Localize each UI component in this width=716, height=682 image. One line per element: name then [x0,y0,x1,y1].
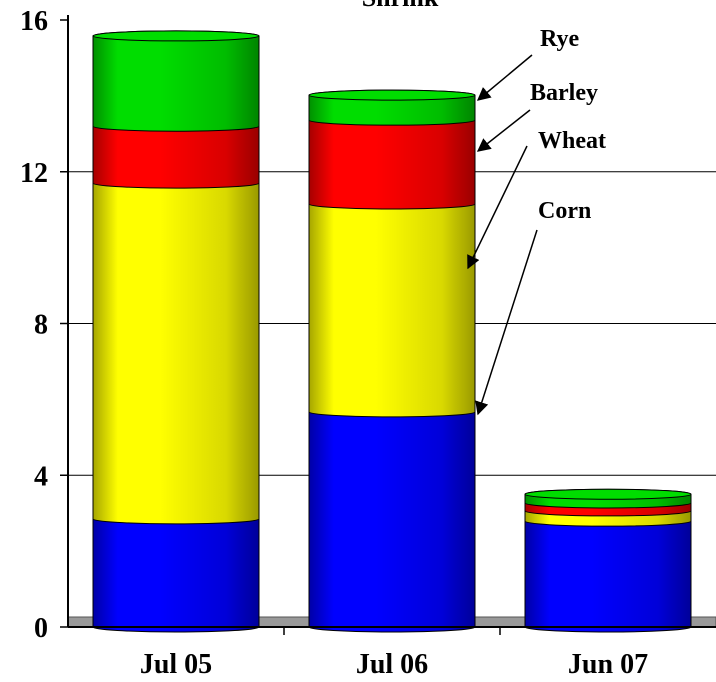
bar-shading [93,30,259,132]
bar-top [92,30,260,42]
arrow [476,54,533,101]
x-tick-label: Jul 06 [356,649,428,680]
x-tick-label: Jun 07 [568,649,648,680]
bar-top [524,488,692,500]
x-tick-label: Jul 05 [140,649,212,680]
bar-top [308,89,476,101]
bar-shading [309,198,475,417]
annotation: Rye [540,26,579,52]
plot-area: 0 4 8 12 16 Jul 05 Jul 06 Jun 07 [20,6,716,680]
y-tick-label: 0 [34,613,48,644]
arrow [475,229,538,416]
annotation: Barley [530,80,598,106]
bar-shading [93,178,259,524]
arrow [467,145,528,270]
annotation: Corn [538,198,591,224]
y-tick-label: 4 [34,461,48,492]
annotation: Wheat [538,128,606,154]
y-tick-label: 16 [20,6,48,37]
bar-shading [525,516,691,632]
bar-shading [93,121,259,189]
annotations [467,54,538,416]
bar-shading [93,513,259,632]
bar-shading [309,115,475,209]
bar-shading [309,406,475,632]
chart-title: Shrink [362,0,439,12]
y-tick-label: 8 [34,310,48,341]
y-tick-label: 12 [20,158,48,189]
arrow [476,109,531,152]
